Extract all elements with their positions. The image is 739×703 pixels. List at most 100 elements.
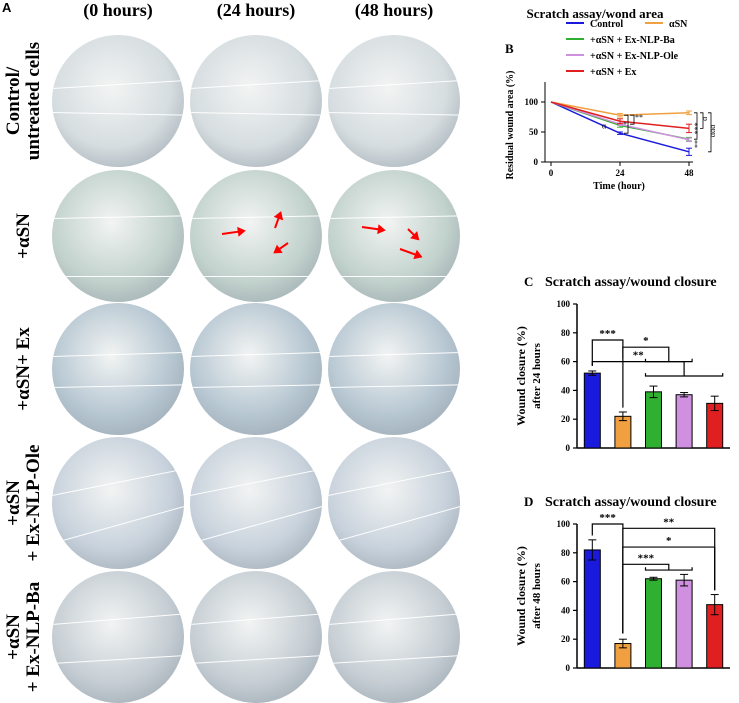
row-label-3: +αSN + Ex-NLP-Ole — [3, 444, 44, 562]
micrograph-well — [190, 437, 322, 569]
significance-label: *** — [599, 512, 616, 524]
significance-bracket — [624, 114, 629, 134]
y-tick-label: 50 — [529, 127, 539, 137]
scale-bar — [306, 695, 316, 697]
scratch-line — [190, 214, 322, 219]
scratch-line — [52, 79, 184, 89]
scratch-line — [52, 275, 184, 277]
scratch-line — [328, 655, 460, 665]
y-tick-label: 100 — [525, 97, 539, 107]
scratch-line — [52, 384, 184, 389]
significance-bracket — [630, 114, 635, 125]
row-label-2: +αSN+ Ex — [13, 327, 34, 411]
scratch-line — [190, 655, 322, 665]
bar-2 — [645, 391, 662, 449]
bar-2 — [645, 578, 662, 669]
chart-b-title: Scratch assay/wond area — [527, 6, 664, 21]
y-tick-label: 60 — [561, 357, 571, 367]
scratch-line — [52, 655, 184, 665]
scratch-line — [328, 468, 460, 497]
chart-title: Scratch assay/wound closure — [545, 275, 717, 290]
y-tick-label: 60 — [561, 577, 571, 587]
y-tick-label: 100 — [557, 519, 571, 529]
micrograph-well — [52, 303, 184, 435]
annotation: ** — [693, 140, 702, 148]
y-tick-label: 80 — [561, 548, 571, 558]
group-bracket — [644, 567, 693, 571]
annotation: ααα — [708, 124, 717, 137]
chart-d-closure-48h: D Scratch assay/wound closure 0 20 40 60 80 100… — [514, 494, 730, 673]
micrograph-well — [190, 571, 322, 703]
y-tick-label: 80 — [561, 328, 571, 338]
scratch-line — [328, 384, 460, 389]
legend-label: +αSN + Ex — [590, 67, 636, 78]
y-tick-label: 0 — [566, 443, 571, 453]
panel-a-letter: A — [2, 0, 12, 15]
scratch-line — [328, 351, 460, 357]
scale-bar — [168, 427, 178, 429]
x-tick-label: 24 — [616, 168, 626, 178]
row-label-1: +αSN — [13, 213, 34, 259]
row-label-0: Control/ untreated cells — [3, 41, 44, 161]
micrograph-well — [190, 170, 322, 302]
annotation: α — [700, 116, 709, 121]
scale-bar — [444, 159, 454, 161]
scale-bar — [444, 427, 454, 429]
scratch-line — [328, 613, 460, 625]
scale-bar — [444, 294, 454, 296]
y-tick-label: 100 — [557, 299, 571, 309]
y-axis-label-2: after 48 hours — [531, 562, 543, 629]
scale-bar — [168, 561, 178, 563]
panel-letter: D — [524, 494, 533, 509]
micrograph-well — [52, 35, 184, 167]
scale-bar — [306, 294, 316, 296]
x-tick-label: 48 — [685, 168, 695, 178]
scratch-line — [190, 468, 322, 497]
micrograph-well — [328, 571, 460, 703]
scratch-line — [52, 111, 184, 116]
chart-c-closure-24h: C Scratch assay/wound closure 0 20 40 60 80 100… — [514, 274, 730, 453]
legend-label: αSN — [669, 19, 688, 30]
scratch-line — [190, 111, 322, 116]
significance-bracket — [591, 361, 685, 376]
scale-bar — [168, 159, 178, 161]
legend-label: +αSN + Ex-NLP-Ole — [590, 51, 679, 62]
micrograph-well — [328, 35, 460, 167]
scale-bar — [444, 561, 454, 563]
y-axis-label-2: after 24 hours — [531, 342, 543, 409]
scratch-line — [52, 351, 184, 357]
scale-bar — [306, 159, 316, 161]
significance-bracket — [708, 112, 712, 153]
micrograph-well — [328, 170, 460, 302]
annotation: α — [602, 121, 607, 130]
scratch-line — [52, 613, 184, 625]
y-tick-label: 40 — [561, 385, 571, 395]
scale-bar — [444, 695, 454, 697]
micrograph-well — [328, 303, 460, 435]
significance-label: ** — [633, 350, 645, 362]
y-axis-label: Wound closure (%) — [514, 326, 528, 426]
group-bracket — [644, 373, 724, 377]
micrograph-well — [52, 571, 184, 703]
column-header-0: (0 hours) — [83, 0, 153, 20]
micrograph-well — [190, 35, 322, 167]
bar-3 — [675, 394, 693, 449]
y-axis-label: Wound closure (%) — [514, 546, 528, 646]
scratch-line — [328, 79, 460, 89]
significance-bracket — [591, 339, 624, 408]
scale-bar — [168, 294, 178, 296]
annotation: ** — [635, 113, 643, 122]
x-axis-label: Time (hour) — [593, 181, 645, 192]
scratch-line — [328, 505, 460, 544]
scratch-line — [328, 275, 460, 277]
bar-0 — [583, 549, 601, 669]
significance-bracket — [700, 112, 704, 129]
scratch-line — [52, 468, 184, 497]
legend-label: +αSN + Ex-NLP-Ba — [590, 35, 675, 46]
scratch-line — [52, 214, 184, 219]
annotation: * — [623, 120, 627, 129]
panel-letter: C — [524, 274, 533, 289]
micrograph-well — [328, 437, 460, 569]
y-tick-label: 0 — [566, 663, 571, 673]
